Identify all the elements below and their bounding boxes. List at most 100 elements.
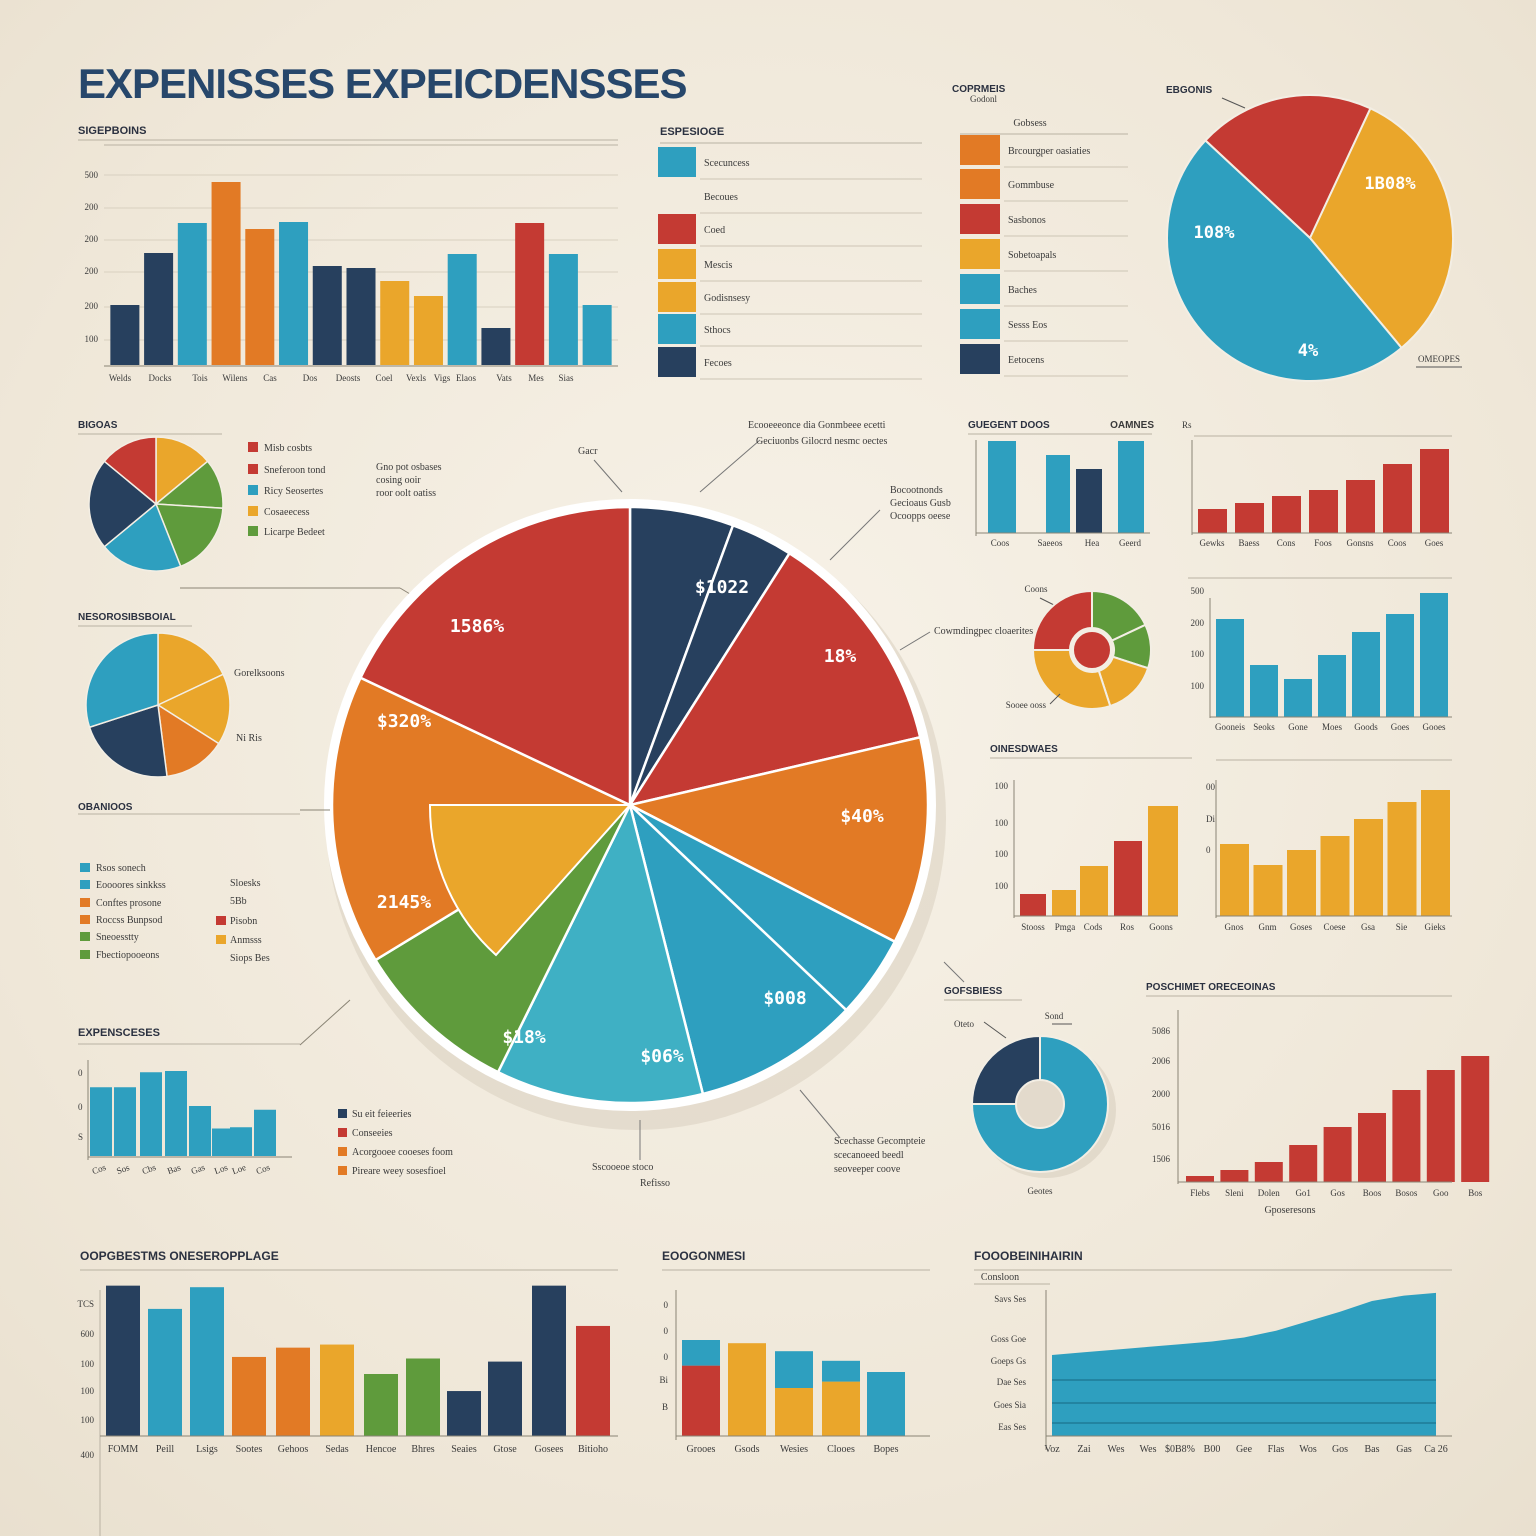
bottom-right-area-tick-label: Gos <box>1332 1444 1348 1455</box>
center-pie-callout: Refisso <box>640 1178 670 1189</box>
right-bars-3-bar <box>1250 665 1278 717</box>
bottom-right-area-ytick: Eas Ses <box>998 1422 1026 1432</box>
center-legend-label: Su eit feieeries <box>352 1109 412 1120</box>
right-bars-6-bar <box>1461 1056 1490 1182</box>
center-legend-swatch <box>338 1147 347 1156</box>
center-pie-label: $06% <box>640 1046 684 1067</box>
left-legend-side-label: Sloesks <box>230 878 261 889</box>
bottom-middle-bars-bar-top <box>822 1360 860 1382</box>
right-bars-6-bar <box>1323 1127 1352 1182</box>
left-small-bars-bar <box>189 1106 211 1156</box>
bottom-left-bars-ytick: TCS <box>77 1299 94 1309</box>
right-bars-6-tick-label: Go1 <box>1295 1188 1311 1198</box>
bottom-left-bars-bar <box>447 1391 481 1436</box>
center-pie-callout-line <box>699 439 761 493</box>
mid-right-bars-2-bar <box>1420 449 1449 533</box>
right-bars-6-ytick: 1506 <box>1152 1154 1171 1164</box>
top-right-legend-title: COPRMEIS <box>952 84 1006 95</box>
top-left-bars-tick-label: Vigs <box>434 373 451 383</box>
top-left-bars-tick-label: Dos <box>303 373 318 383</box>
bottom-left-bars-tick-label: Bhres <box>411 1444 434 1455</box>
bottom-left-bars-tick-label: Seaies <box>451 1444 477 1455</box>
top-left-bars-bar <box>380 281 410 365</box>
top-right-legend-swatch <box>960 135 1000 165</box>
top-left-bars-tick-label: Vats <box>496 373 512 383</box>
left-small-bars-tick-label: Loe <box>231 1162 248 1176</box>
left-legend-label: Eoooores sinkkss <box>96 880 166 891</box>
right-bars-3-tick-label: Gooes <box>1423 722 1446 732</box>
left-pie-1-slice <box>103 502 182 572</box>
right-bars-3-tick-label: Gooneis <box>1215 722 1245 732</box>
left-pie-1-legend-swatch <box>248 442 258 452</box>
center-pie-callout: Gacr <box>578 446 598 457</box>
bottom-right-area-ytick: Savs Ses <box>994 1294 1026 1304</box>
bottom-right-area-ytick: Goes Sia <box>994 1400 1026 1410</box>
bottom-left-bars-ytick: 100 <box>81 1359 95 1369</box>
top-middle-legend-label: Sthocs <box>704 325 731 336</box>
bottom-left-bars-tick-label: Gosees <box>535 1444 564 1455</box>
top-right-legend-label: Sesss Eos <box>1008 320 1047 331</box>
right-bars-3-ytick: 100 <box>1191 681 1205 691</box>
left-small-bars-bar <box>114 1087 136 1156</box>
right-bars-3-ytick: 200 <box>1191 618 1205 628</box>
mid-right-donut-leader <box>1049 693 1061 705</box>
bottom-middle-bars-bar-top <box>682 1340 720 1366</box>
left-pie-1-annotation: cosing ooir <box>376 475 421 486</box>
left-pie-1-title: BIGOAS <box>78 420 118 431</box>
right-bars-6-ytick: 5086 <box>1152 1026 1171 1036</box>
bottom-middle-bars-tick-label: Clooes <box>827 1444 855 1455</box>
center-pie-label: 1586% <box>450 616 504 637</box>
left-legend-label: Sneoesstty <box>96 932 139 943</box>
right-bars-4-tick-label: Pmga <box>1055 922 1076 932</box>
mid-right-bars-2-bar <box>1383 464 1412 533</box>
top-left-bars-title: SIGEPBOINS <box>78 125 146 137</box>
left-small-bars-tick-label: Los <box>213 1162 230 1176</box>
right-bars-6-xlabel: Gposeresons <box>1264 1205 1315 1216</box>
bottom-left-bars-tick-label: Lsigs <box>196 1444 218 1455</box>
top-left-bars-ytick: 500 <box>85 170 99 180</box>
top-left-bars-bar <box>211 182 241 365</box>
top-left-bars-bar <box>110 305 140 365</box>
bottom-left-bars-title: OOPGBESTMS ONESEROPPLAGE <box>80 1249 279 1263</box>
right-bars-5-bar <box>1421 790 1450 916</box>
bottom-right-area-ytick: Goeps Gs <box>991 1356 1027 1366</box>
right-bars-3-bar <box>1216 619 1244 717</box>
left-pie-2-annotation: Gorelksoons <box>234 668 285 679</box>
bottom-right-area-tick-label: Wes <box>1108 1444 1125 1455</box>
left-legend-side-label: Anmsss <box>230 935 262 946</box>
bottom-right-area-tick-label: $0B8% <box>1165 1444 1195 1455</box>
center-pie-slice <box>627 801 848 1096</box>
mid-right-bars-2-tick-label: Baess <box>1239 538 1260 548</box>
mid-right-bars-1-tick-label: Coos <box>991 538 1010 548</box>
mid-right-bars-1-ylabel: OAMNES <box>1110 420 1154 431</box>
center-legend-label: Pireare weey sosesfioel <box>352 1166 446 1177</box>
top-middle-legend-swatch <box>658 282 696 312</box>
bottom-left-bars-bar <box>148 1308 182 1436</box>
bottom-middle-bars-bar <box>728 1343 766 1436</box>
right-bars-4-bar <box>1148 806 1178 916</box>
bottom-left-bars-bar <box>276 1347 310 1436</box>
right-bars-4-title: OINESDWAES <box>990 744 1058 755</box>
left-small-bars-tick-label: Gas <box>190 1162 207 1176</box>
top-right-pie-annotation: OMEOPES <box>1418 354 1460 364</box>
mid-right-bars-2-ylabel: Rs <box>1182 420 1192 430</box>
right-bars-5-bar <box>1220 844 1249 916</box>
left-small-bars-ytick: S <box>78 1132 83 1142</box>
right-bars-3-bar <box>1318 655 1346 717</box>
center-pie-slice <box>627 551 922 807</box>
right-bars-6-bar <box>1392 1090 1421 1182</box>
top-left-bars-bar <box>144 253 174 365</box>
bottom-middle-bars-ytick: B <box>662 1402 668 1412</box>
left-pie-1-legend-swatch <box>248 526 258 536</box>
right-donut-annotation: Geotes <box>1028 1186 1053 1196</box>
right-donut-annotation: Sond <box>1045 1011 1064 1021</box>
center-legend-label: Conseeies <box>352 1128 393 1139</box>
bottom-middle-bars-tick-label: Gsods <box>734 1444 759 1455</box>
top-right-legend-label: Gommbuse <box>1008 180 1055 191</box>
left-legend-swatch <box>80 880 90 889</box>
right-bars-3-bar <box>1284 679 1312 717</box>
center-pie-label: 18% <box>824 646 857 667</box>
center-pie-callout: Geciuonbs Gilocrd nesmc oectes <box>756 436 887 447</box>
right-bars-3-bar <box>1386 614 1414 717</box>
